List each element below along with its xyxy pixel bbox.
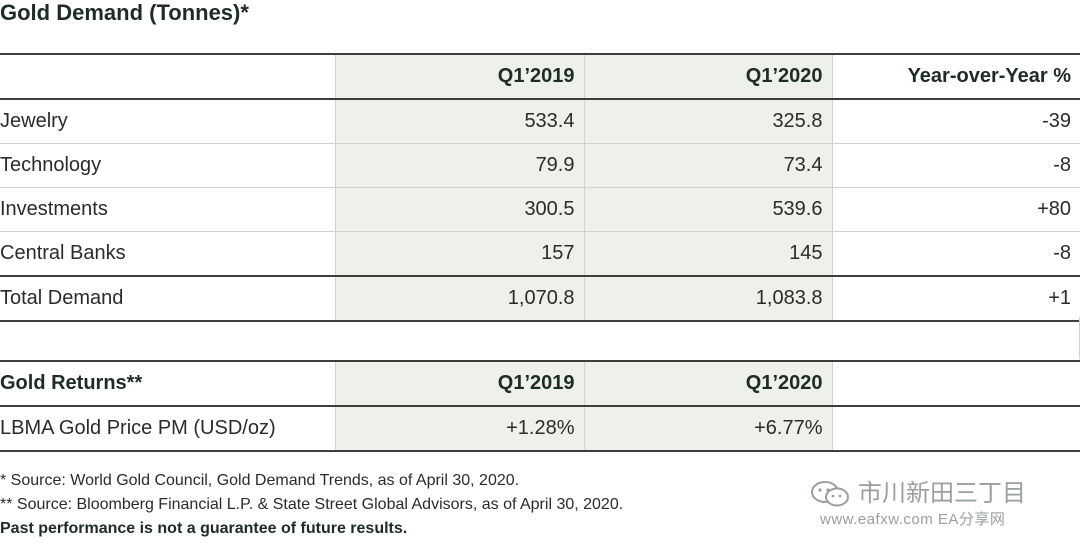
cell-q1-2019: 79.9 bbox=[334, 143, 584, 188]
header-q1-2019: Q1’2019 bbox=[334, 54, 584, 100]
gold-returns-table: Gold Returns** Q1’2019 Q1’2020 LBMA Gold… bbox=[0, 360, 1080, 452]
total-label: Total Demand bbox=[0, 275, 335, 322]
cell-q1-2020: 539.6 bbox=[583, 187, 832, 232]
row-label: Investments bbox=[0, 187, 335, 232]
header-q1-2020: Q1’2020 bbox=[583, 54, 832, 100]
cell-q1-2019: 300.5 bbox=[334, 187, 584, 232]
page-title: Gold Demand (Tonnes)* bbox=[0, 0, 249, 25]
cell-q1-2019: 157 bbox=[334, 231, 584, 277]
returns-header-label: Gold Returns** bbox=[0, 361, 335, 407]
cell-yoy: +80 bbox=[831, 187, 1080, 232]
watermark-name: 市川新田三丁目 bbox=[858, 480, 1026, 507]
row-label: Central Banks bbox=[0, 231, 335, 277]
cell-q1-2020: 73.4 bbox=[583, 143, 832, 188]
header-label bbox=[0, 54, 335, 100]
wechat-icon bbox=[811, 481, 849, 507]
table-row: Central Banks 157 145 -8 bbox=[0, 231, 1080, 277]
cell-q1-2020: 145 bbox=[583, 231, 832, 277]
row-label: Technology bbox=[0, 143, 335, 188]
table-header-row: Q1’2019 Q1’2020 Year-over-Year % bbox=[0, 54, 1080, 100]
total-row: Total Demand 1,070.8 1,083.8 +1 bbox=[0, 275, 1080, 322]
watermark-url: www.eafxw.com EA分享网 bbox=[820, 511, 1006, 528]
total-q1-2019: 1,070.8 bbox=[334, 275, 584, 322]
cell-yoy: -39 bbox=[831, 99, 1080, 144]
cell-yoy: -8 bbox=[831, 231, 1080, 277]
table-spacer bbox=[0, 317, 1080, 359]
cell-yoy: -8 bbox=[831, 143, 1080, 188]
cell-q1-2020: 325.8 bbox=[583, 99, 832, 144]
returns-header-q1-2020: Q1’2020 bbox=[583, 361, 832, 407]
footnotes: * Source: World Gold Council, Gold Deman… bbox=[0, 469, 623, 541]
footnote-source-1: * Source: World Gold Council, Gold Deman… bbox=[0, 472, 520, 489]
row-label: Jewelry bbox=[0, 99, 335, 144]
table-row: LBMA Gold Price PM (USD/oz) +1.28% +6.77… bbox=[0, 406, 1080, 452]
returns-header-q1-2019: Q1’2019 bbox=[334, 361, 584, 407]
table-row: Technology 79.9 73.4 -8 bbox=[0, 143, 1080, 188]
footnote-source-2: ** Source: Bloomberg Financial L.P. & St… bbox=[0, 496, 624, 513]
cell-q1-2019: +1.28% bbox=[334, 406, 584, 452]
total-yoy: +1 bbox=[831, 275, 1080, 322]
cell-yoy bbox=[831, 406, 1080, 452]
returns-header-row: Gold Returns** Q1’2019 Q1’2020 bbox=[0, 361, 1080, 407]
table-row: Jewelry 533.4 325.8 -39 bbox=[0, 99, 1080, 144]
gold-demand-table: Q1’2019 Q1’2020 Year-over-Year % Jewelry… bbox=[0, 53, 1080, 322]
table-row: Investments 300.5 539.6 +80 bbox=[0, 187, 1080, 232]
watermark: 市川新田三丁目 www.eafxw.com EA分享网 bbox=[810, 478, 1070, 530]
row-label: LBMA Gold Price PM (USD/oz) bbox=[0, 406, 335, 452]
total-q1-2020: 1,083.8 bbox=[583, 275, 832, 322]
cell-q1-2019: 533.4 bbox=[334, 99, 584, 144]
cell-q1-2020: +6.77% bbox=[583, 406, 832, 452]
footnote-disclaimer: Past performance is not a guarantee of f… bbox=[0, 520, 408, 537]
header-yoy: Year-over-Year % bbox=[831, 54, 1080, 100]
returns-header-empty bbox=[831, 361, 1080, 407]
